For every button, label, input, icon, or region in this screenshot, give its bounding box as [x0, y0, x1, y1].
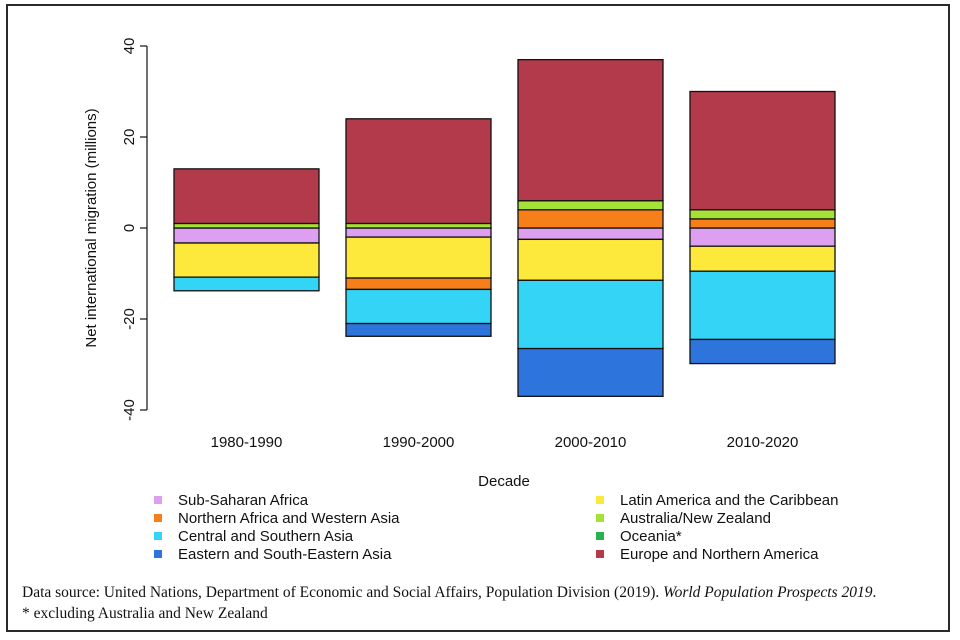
footnote: Data source: United Nations, Department … — [22, 582, 876, 624]
x-axis-label: Decade — [478, 473, 530, 490]
x-tick-label: 2010-2020 — [727, 434, 799, 451]
bar-segment — [689, 227, 836, 247]
data-source-line: Data source: United Nations, Department … — [22, 584, 877, 601]
legend-swatch — [154, 514, 162, 522]
x-tick-label: 1980-1990 — [211, 434, 283, 451]
bar-segment — [517, 227, 664, 241]
legend-label: Central and Southern Asia — [178, 528, 354, 545]
x-tick-label: 1990-2000 — [383, 434, 455, 451]
bar-segment — [345, 227, 492, 238]
bar-segment — [173, 227, 320, 244]
bar-segment — [517, 347, 664, 398]
bar-segment — [689, 270, 836, 341]
legend-swatch — [154, 532, 162, 540]
legend-swatch — [154, 550, 162, 558]
bar-segment — [517, 200, 664, 211]
y-tick-label: -20 — [121, 308, 138, 330]
bar-segment — [517, 209, 664, 229]
bar-segment — [517, 59, 664, 202]
y-tick-label: 40 — [121, 38, 138, 55]
bar-segment — [173, 168, 320, 225]
bar-segment — [517, 279, 664, 350]
y-tick-label: 0 — [121, 224, 138, 232]
legend-label: Northern Africa and Western Asia — [178, 510, 400, 527]
legend-swatch — [596, 514, 604, 522]
y-tick-label: 20 — [121, 129, 138, 146]
bar-segment — [345, 222, 492, 229]
y-tick-label: -40 — [121, 399, 138, 421]
legend-swatch — [596, 496, 604, 504]
legend-swatch — [154, 496, 162, 504]
bar-segment — [689, 338, 836, 365]
legend-label: Eastern and South-Eastern Asia — [178, 546, 392, 563]
legend-swatch — [596, 532, 604, 540]
legend-label: Europe and Northern America — [620, 546, 819, 563]
legend-label: Sub-Saharan Africa — [178, 492, 309, 509]
bar-segment — [689, 245, 836, 272]
x-tick-label: 2000-2010 — [555, 434, 627, 451]
bar-segment — [689, 90, 836, 211]
legend-label: Latin America and the Caribbean — [620, 492, 838, 509]
legend-label: Oceania* — [620, 528, 682, 545]
bar-segment — [517, 238, 664, 281]
footnote-note: * excluding Australia and New Zealand — [22, 605, 268, 622]
legend-label: Australia/New Zealand — [620, 510, 771, 527]
bar-segment — [345, 118, 492, 225]
bar-segment — [173, 276, 320, 292]
bar-segment — [345, 277, 492, 291]
bar-segment — [345, 288, 492, 325]
bar-segment — [345, 322, 492, 337]
legend: Sub-Saharan Africa Latin America and the … — [154, 492, 838, 563]
bar-segment — [173, 222, 320, 229]
stacked-bar-chart: -40 -20 0 20 40 1980-1990 1990-2000 2000-2010 2… — [83, 38, 838, 563]
bar-segment — [173, 242, 320, 278]
bar-segment — [345, 236, 492, 279]
legend-swatch — [596, 550, 604, 558]
y-axis-label: Net international migration (millions) — [83, 108, 100, 347]
bar-segment — [689, 218, 836, 229]
bar-segment — [689, 209, 836, 220]
